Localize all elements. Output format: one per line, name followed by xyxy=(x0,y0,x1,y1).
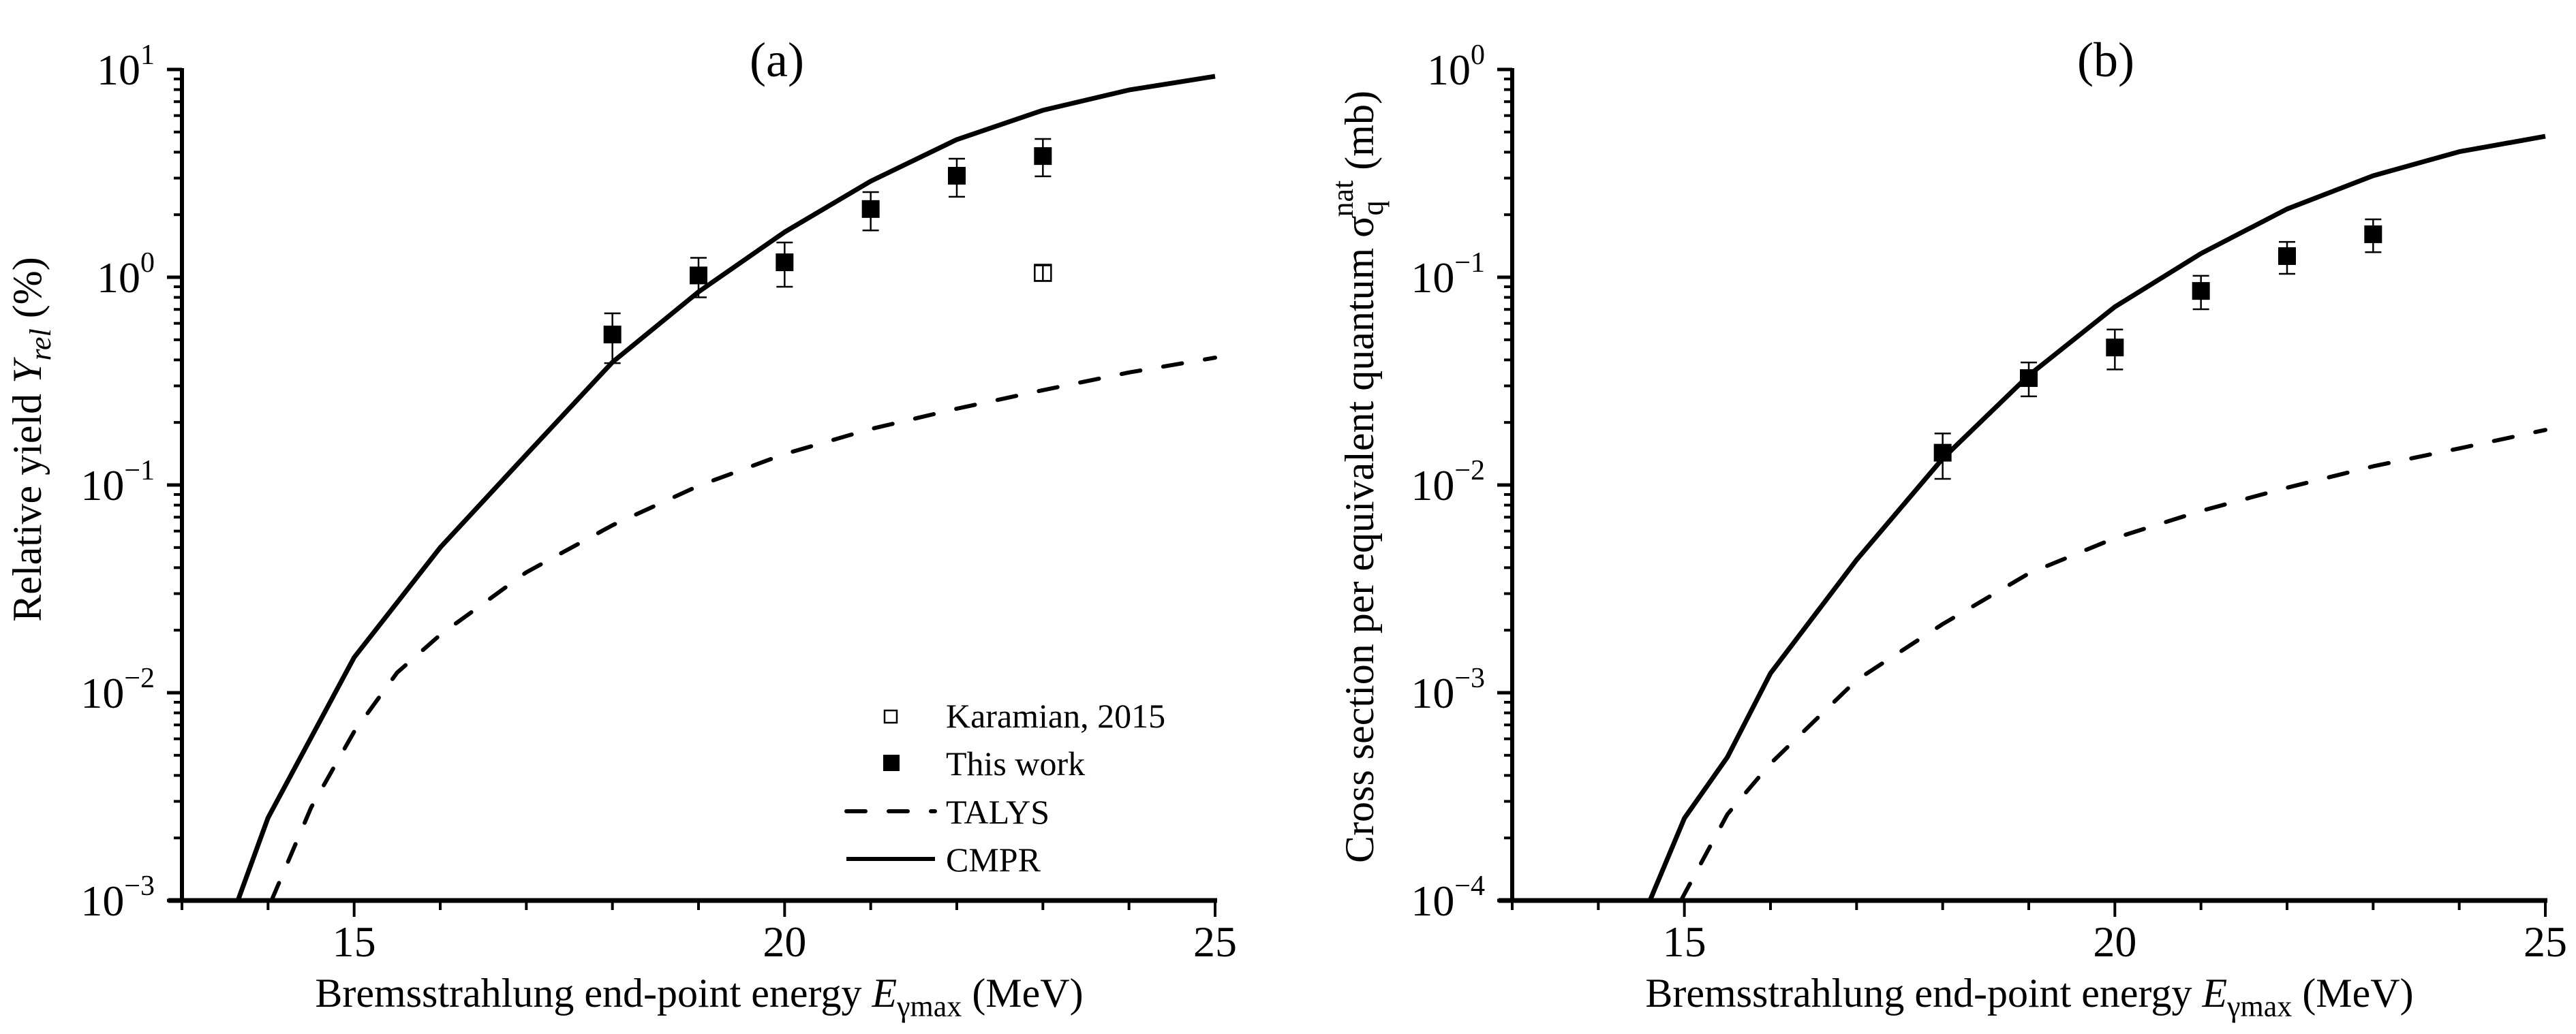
y-tick-label: 10−3 xyxy=(80,871,155,925)
marker-filled-square xyxy=(2364,225,2382,243)
legend-label-cmpr: CMPR xyxy=(946,841,1041,879)
y-tick-label: 100 xyxy=(1427,40,1485,94)
y-label-superscript: nat xyxy=(1326,181,1360,217)
x-tick-label: 25 xyxy=(1193,918,1237,966)
marker-filled-square xyxy=(1933,443,1952,462)
data-point-this-work xyxy=(2192,275,2210,311)
marker-filled-square xyxy=(2106,339,2124,357)
data-point-this-work xyxy=(948,157,966,198)
marker-filled-square xyxy=(776,253,794,272)
panel-b: (b) Cross section per equivalent quantum… xyxy=(1326,33,2567,1023)
legend-label-this-work: This work xyxy=(946,745,1085,783)
panel-b-x-axis-label: Bremsstrahlung end-point energy Eγmax (M… xyxy=(1645,971,2413,1023)
x-label-unit: (MeV) xyxy=(2292,971,2413,1016)
legend-marker-karamian xyxy=(883,709,898,724)
svg-text:Bremsstrahlung end-point energ: Bremsstrahlung end-point energy Eγmax (M… xyxy=(315,971,1083,1023)
legend: Karamian, 2015 This work TALYS CMPR xyxy=(844,697,1165,879)
y-tick-label: 101 xyxy=(97,40,155,94)
y-tick-label: 10−2 xyxy=(80,663,155,717)
svg-text:Bremsstrahlung end-point energ: Bremsstrahlung end-point energy Eγmax (M… xyxy=(1645,971,2413,1023)
x-tick-label: 20 xyxy=(2093,918,2136,966)
y-label-symbol: σ xyxy=(1337,215,1382,237)
data-point-this-work xyxy=(2364,218,2382,253)
panel-b-axes: 15 20 25 10−4 10−3 10−2 10−1 100 xyxy=(1411,40,2567,966)
y-tick-label: 10−2 xyxy=(1411,455,1485,510)
x-tick-label: 20 xyxy=(763,918,806,966)
x-label-symbol: E xyxy=(871,971,897,1016)
marker-open-square xyxy=(1034,264,1052,282)
panel-a-series xyxy=(235,74,1217,900)
y-label-subscript: q xyxy=(1356,200,1390,215)
y-tick-label: 10−1 xyxy=(1411,247,1485,302)
marker-filled-square xyxy=(1034,147,1052,166)
data-point-karamian-2015 xyxy=(1034,264,1052,282)
panel-b-series xyxy=(1647,134,2547,900)
legend-marker-this-work xyxy=(883,755,900,771)
x-tick-label: 25 xyxy=(2524,918,2567,966)
x-label-unit: (MeV) xyxy=(962,971,1083,1016)
y-tick-label: 10−4 xyxy=(1411,871,1485,925)
data-point-this-work xyxy=(1034,138,1052,178)
svg-text:Cross section per equivalent q: Cross section per equivalent quantum σqn… xyxy=(1326,91,1390,863)
legend-label-talys: TALYS xyxy=(946,793,1049,831)
data-point-this-work xyxy=(603,312,622,364)
panel-a-axes: 15 20 25 10−3 10−2 10−1 100 101 xyxy=(80,40,1237,966)
y-tick-label: 10−1 xyxy=(80,455,155,510)
data-point-this-work xyxy=(690,257,707,298)
series-talys-line xyxy=(1678,428,2547,900)
data-point-this-work xyxy=(776,241,794,288)
y-label-symbol: Y xyxy=(5,357,50,383)
marker-filled-square xyxy=(690,266,707,285)
y-label-unit: (%) xyxy=(5,257,50,328)
x-label-subscript: γmax xyxy=(2226,990,2292,1023)
y-label-main: Relative yield xyxy=(5,383,50,622)
data-point-this-work xyxy=(1933,433,1952,480)
data-point-this-work xyxy=(2278,240,2296,275)
x-label-main: Bremsstrahlung end-point energy xyxy=(1645,971,2202,1016)
panel-a-y-axis-label: Relative yield Yrel (%) xyxy=(5,257,57,621)
x-label-subscript: γmax xyxy=(896,990,962,1023)
x-label-symbol: E xyxy=(2201,971,2227,1016)
data-point-this-work xyxy=(2106,328,2124,371)
marker-filled-square xyxy=(948,166,966,185)
x-tick-label: 15 xyxy=(1663,918,1706,966)
y-label-main: Cross section per equivalent quantum xyxy=(1337,238,1382,863)
svg-text:Relative yield Yrel (%): Relative yield Yrel (%) xyxy=(5,257,57,621)
marker-filled-square xyxy=(2020,369,2038,388)
y-tick-label: 100 xyxy=(97,247,155,302)
y-label-unit: (mb) xyxy=(1337,91,1382,181)
panel-a-x-axis-label: Bremsstrahlung end-point energy Eγmax (M… xyxy=(315,971,1083,1023)
panel-b-title: (b) xyxy=(2077,33,2134,87)
marker-filled-square xyxy=(861,200,880,218)
panel-b-y-axis-label: Cross section per equivalent quantum σqn… xyxy=(1326,91,1390,863)
y-label-subscript: rel xyxy=(24,328,57,360)
panel-a: (a) Relative yield Yrel (%) Bremsstrahlu… xyxy=(5,33,1237,1023)
legend-label-karamian: Karamian, 2015 xyxy=(946,697,1165,735)
y-tick-label: 10−3 xyxy=(1411,663,1485,717)
data-point-this-work xyxy=(861,191,880,232)
x-label-main: Bremsstrahlung end-point energy xyxy=(315,971,872,1016)
x-tick-label: 15 xyxy=(333,918,376,966)
marker-filled-square xyxy=(603,326,622,344)
data-point-this-work xyxy=(2020,361,2038,398)
marker-filled-square xyxy=(2278,247,2296,265)
marker-filled-square xyxy=(2192,282,2210,300)
panel-a-title: (a) xyxy=(750,33,804,87)
